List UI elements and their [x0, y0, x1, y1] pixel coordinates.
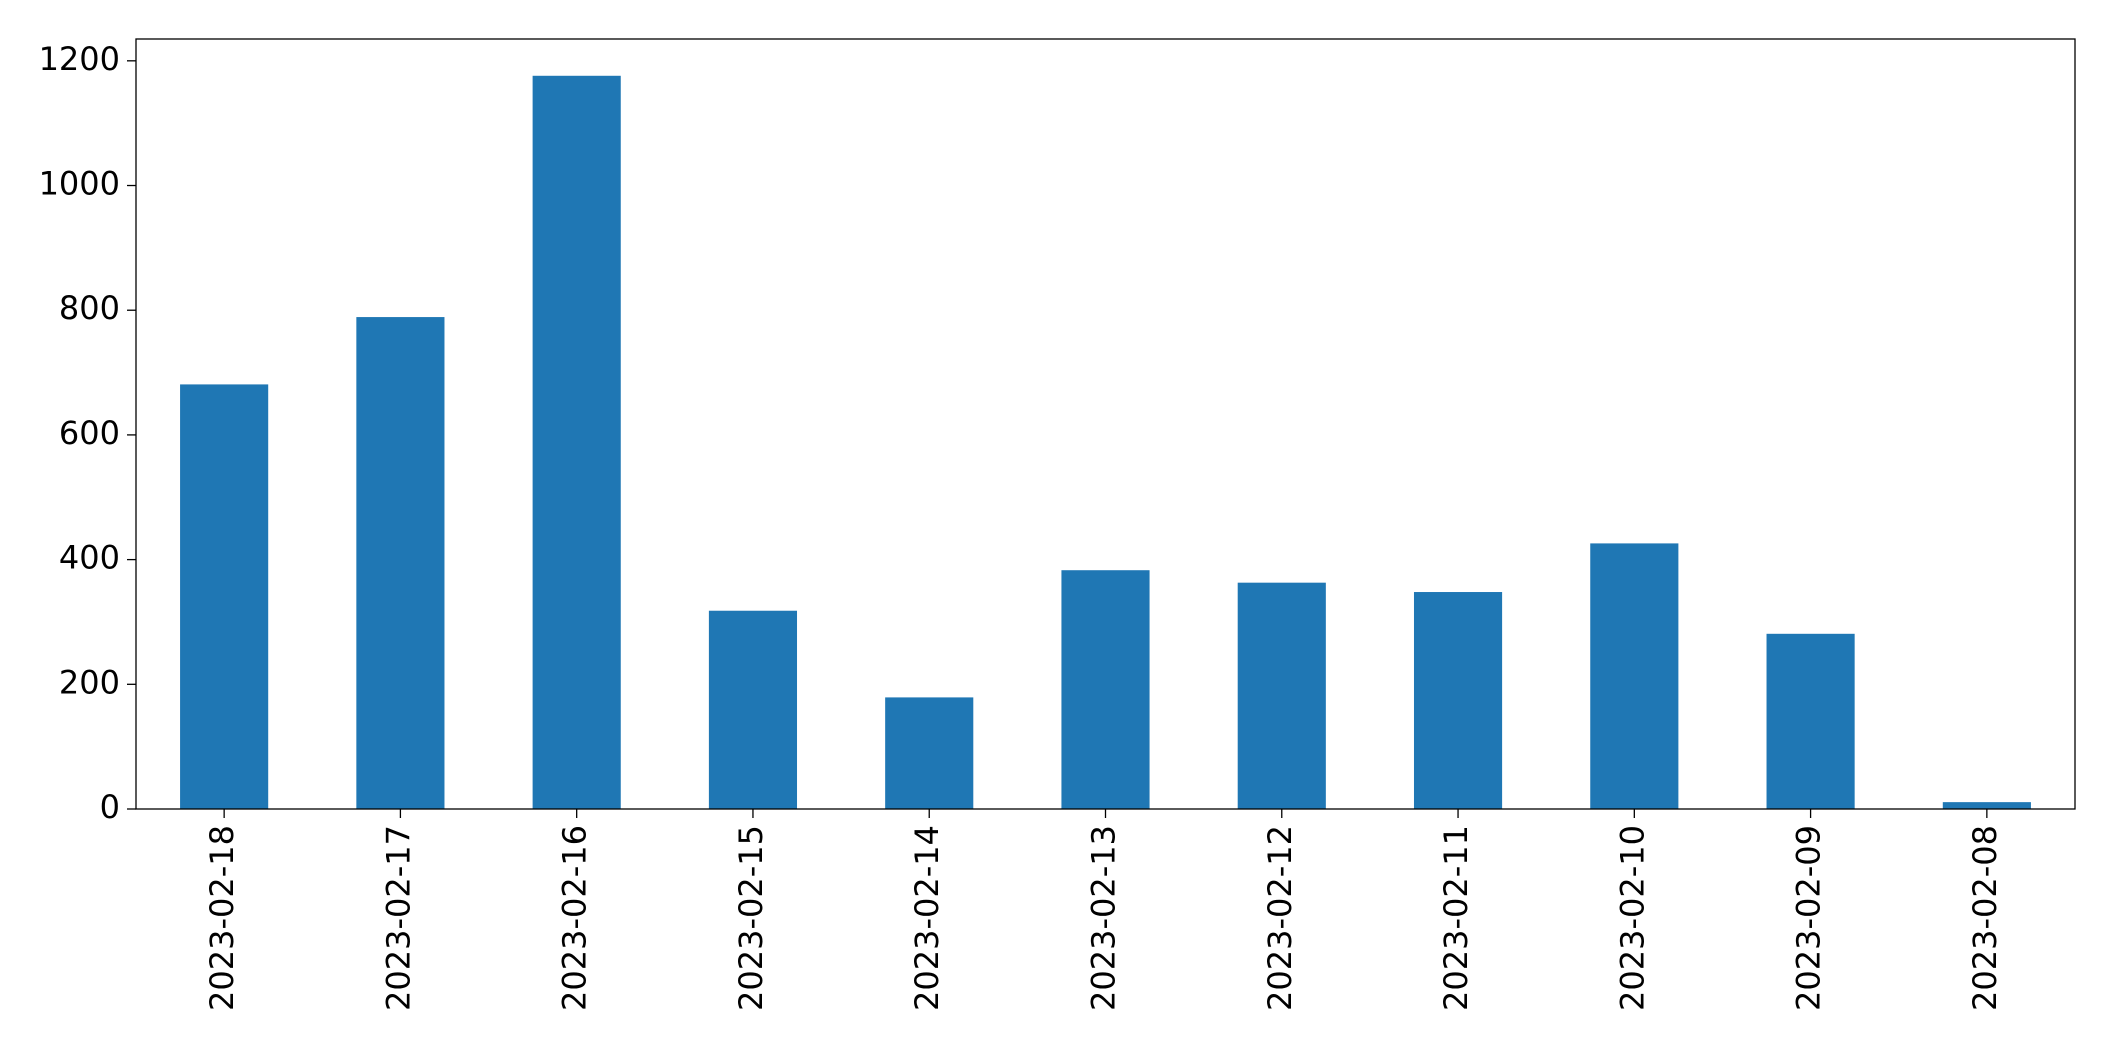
bar [532, 75, 621, 810]
bar [180, 384, 269, 809]
y-tick-label: 600 [59, 414, 120, 452]
y-tick-label: 1200 [39, 40, 120, 78]
x-tick-label: 2023-02-08 [1966, 825, 2004, 1011]
x-tick-label: 2023-02-15 [732, 825, 770, 1011]
plot-frame [135, 38, 2076, 810]
x-tick-label: 2023-02-16 [556, 825, 594, 1011]
bar [356, 317, 445, 809]
x-tick-label: 2023-02-11 [1437, 825, 1475, 1011]
bar [1061, 570, 1150, 809]
x-tick-label: 2023-02-13 [1085, 825, 1123, 1011]
y-tick-label: 0 [100, 788, 120, 826]
bar [1766, 633, 1855, 809]
y-tick-label: 400 [59, 539, 120, 577]
x-tick-label: 2023-02-17 [379, 825, 417, 1011]
y-tick-label: 200 [59, 663, 120, 701]
x-tick-label: 2023-02-09 [1790, 825, 1828, 1011]
x-tick-label: 2023-02-12 [1261, 825, 1299, 1011]
y-tick-label: 800 [59, 289, 120, 327]
bar [885, 697, 974, 809]
y-tick-label: 1000 [39, 165, 120, 203]
bar [1942, 802, 2031, 809]
bar [1590, 543, 1679, 809]
bar [1237, 582, 1326, 809]
x-tick-label: 2023-02-18 [203, 825, 241, 1011]
x-tick-label: 2023-02-10 [1613, 825, 1651, 1011]
bar [708, 610, 798, 809]
bar [1413, 592, 1503, 809]
x-tick-label: 2023-02-14 [908, 825, 946, 1011]
